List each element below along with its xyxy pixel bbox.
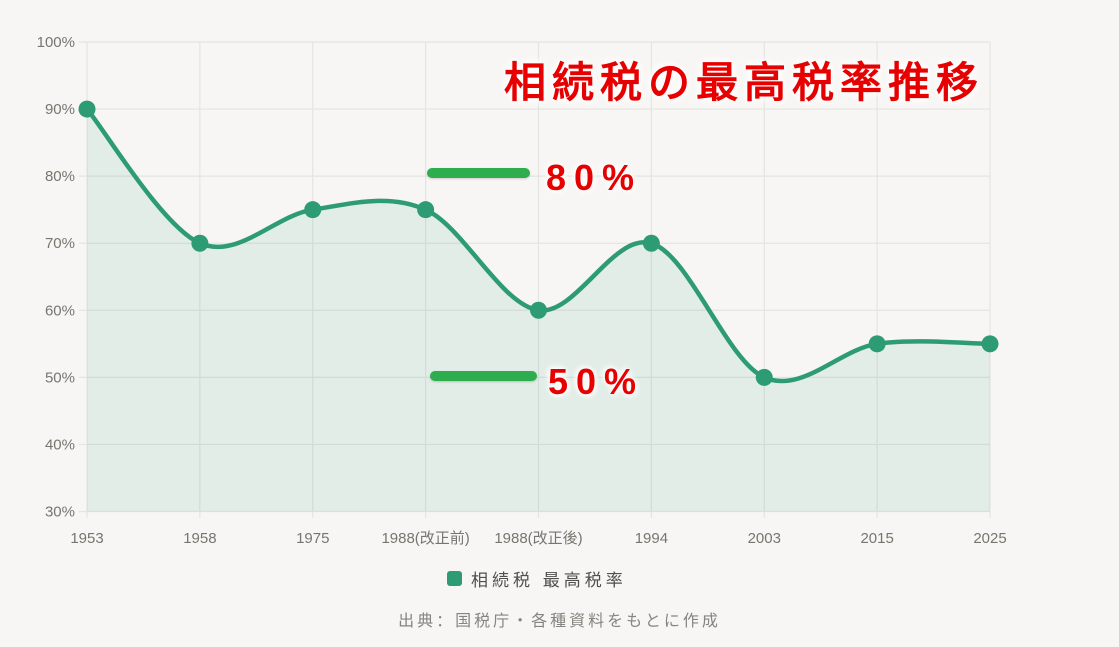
x-axis-label: 2025: [973, 530, 1006, 547]
data-point[interactable]: [304, 201, 322, 219]
data-point[interactable]: [530, 301, 547, 319]
x-axis-label: 1988(改正前): [381, 530, 469, 547]
legend-label: 相続税 最高税率: [471, 571, 627, 590]
annotation-label-50: 50%: [548, 361, 645, 402]
data-point[interactable]: [755, 368, 773, 386]
y-axis-label: 80%: [45, 168, 75, 185]
y-axis-label: 60%: [45, 302, 75, 319]
chart-title: 相続税の最高税率推移: [504, 59, 985, 106]
data-point[interactable]: [191, 234, 209, 252]
y-axis-label: 70%: [45, 235, 75, 252]
x-axis-label: 1975: [296, 530, 329, 547]
x-axis-label: 2015: [860, 530, 893, 547]
y-axis-label: 30%: [45, 504, 75, 521]
data-point[interactable]: [78, 100, 96, 118]
x-axis-label: 1988(改正後): [494, 530, 582, 547]
annotation-bar-80: [427, 168, 530, 178]
annotation-bar-50: [430, 371, 537, 381]
legend-item[interactable]: 相続税 最高税率: [447, 566, 627, 591]
x-axis-label: 1953: [70, 530, 103, 547]
y-axis-label: 40%: [45, 436, 75, 453]
data-point[interactable]: [868, 335, 886, 353]
annotation-label-80: 80%: [546, 157, 643, 198]
y-axis-label: 50%: [45, 369, 75, 386]
x-axis-label: 2003: [748, 530, 781, 547]
x-axis-label: 1958: [183, 530, 216, 547]
y-axis-label: 90%: [45, 101, 75, 118]
data-point[interactable]: [981, 335, 999, 353]
data-point[interactable]: [642, 234, 660, 252]
x-axis-label: 1994: [635, 530, 668, 547]
y-axis-label: 100%: [37, 34, 75, 51]
legend-marker-icon: [447, 571, 462, 586]
source-note: 出典：国税庁・各種資料をもとに作成: [398, 613, 721, 630]
data-point[interactable]: [417, 201, 435, 219]
